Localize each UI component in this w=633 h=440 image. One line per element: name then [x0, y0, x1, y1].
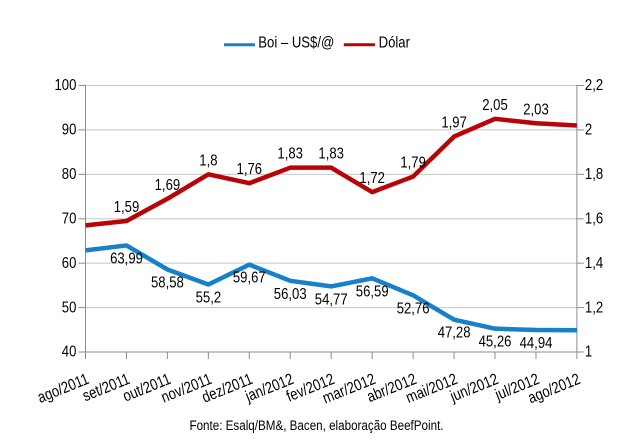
svg-text:1,8: 1,8 — [199, 152, 217, 169]
svg-text:1,8: 1,8 — [585, 166, 603, 183]
svg-text:1,83: 1,83 — [277, 146, 303, 163]
svg-text:2,05: 2,05 — [482, 97, 508, 114]
svg-text:54,77: 54,77 — [315, 291, 348, 308]
svg-text:58,58: 58,58 — [151, 274, 184, 291]
svg-text:56,59: 56,59 — [356, 283, 389, 300]
svg-text:50: 50 — [62, 299, 77, 316]
svg-text:2,03: 2,03 — [523, 101, 549, 118]
svg-text:55,2: 55,2 — [196, 289, 222, 306]
svg-text:100: 100 — [55, 77, 77, 94]
svg-text:1,72: 1,72 — [359, 170, 385, 187]
svg-text:1,4: 1,4 — [585, 255, 603, 272]
svg-text:1,59: 1,59 — [114, 199, 140, 216]
svg-text:2,2: 2,2 — [585, 77, 603, 94]
svg-text:80: 80 — [62, 166, 77, 183]
svg-text:Boi – US$/@: Boi – US$/@ — [258, 35, 334, 52]
svg-text:1,69: 1,69 — [155, 177, 181, 194]
svg-text:1,6: 1,6 — [585, 210, 603, 227]
svg-text:59,67: 59,67 — [233, 269, 266, 286]
svg-text:70: 70 — [62, 210, 77, 227]
svg-text:1,76: 1,76 — [237, 161, 263, 178]
svg-text:1,83: 1,83 — [318, 146, 344, 163]
svg-text:1,97: 1,97 — [441, 114, 467, 131]
svg-text:52,76: 52,76 — [397, 300, 430, 317]
svg-text:1: 1 — [585, 344, 592, 361]
svg-text:1,2: 1,2 — [585, 299, 603, 316]
svg-text:47,28: 47,28 — [438, 325, 471, 342]
svg-text:60: 60 — [62, 255, 77, 272]
svg-text:1,79: 1,79 — [400, 154, 426, 171]
svg-text:90: 90 — [62, 121, 77, 138]
svg-text:56,03: 56,03 — [274, 286, 307, 303]
svg-text:45,26: 45,26 — [479, 333, 512, 350]
svg-text:63,99: 63,99 — [110, 250, 143, 267]
svg-text:44,94: 44,94 — [520, 335, 553, 352]
svg-text:Fonte: Esalq/BM&, Bacen, elabo: Fonte: Esalq/BM&, Bacen, elaboração Beef… — [189, 417, 443, 433]
svg-text:2: 2 — [585, 121, 592, 138]
svg-text:40: 40 — [62, 344, 77, 361]
svg-text:Dólar: Dólar — [379, 35, 410, 52]
